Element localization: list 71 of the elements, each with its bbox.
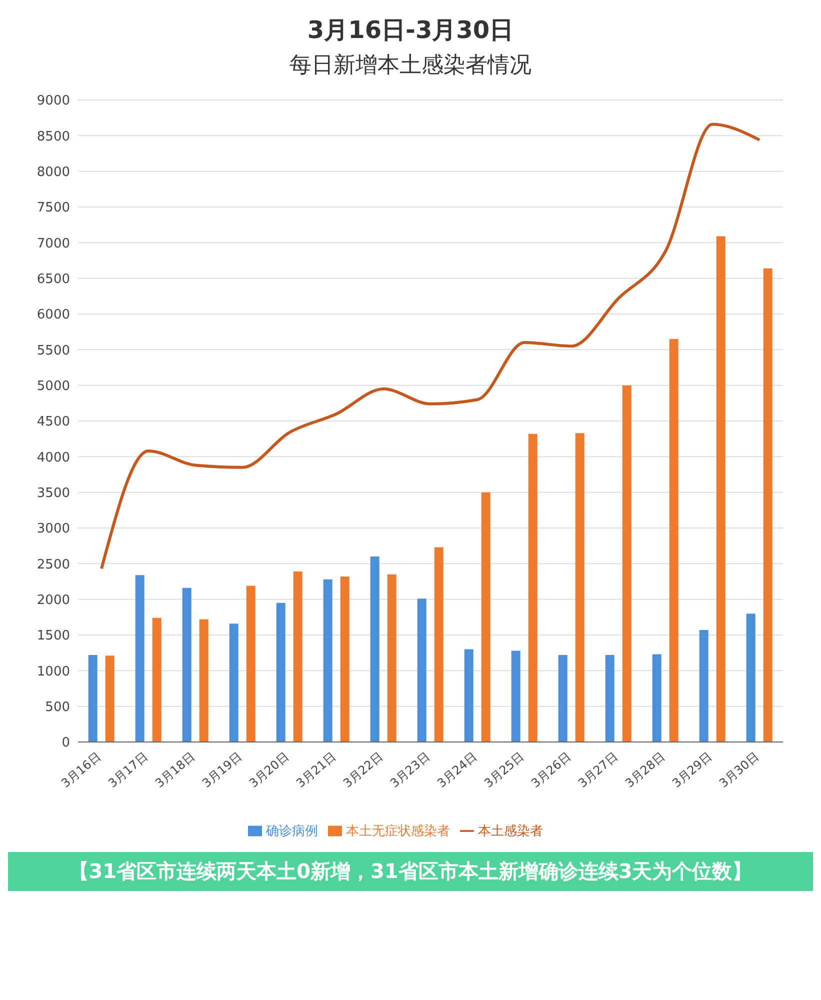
x-tick-label: 3月16日 [58,750,104,790]
y-tick-label: 1000 [36,664,70,680]
y-tick-label: 8000 [36,164,70,180]
x-tick-label: 3月26日 [528,750,574,790]
bar [105,656,114,742]
x-tick-label: 3月17日 [105,750,150,790]
y-tick-label: 3500 [36,486,70,501]
legend-label: 本土感染者 [478,824,543,839]
bar [417,598,426,742]
bar [276,602,286,742]
legend-label: 本土无症状感染者 [346,824,450,839]
bar [340,576,350,742]
x-tick-label: 3月18日 [152,750,198,790]
bar [528,434,538,742]
y-tick-label: 4500 [36,414,70,430]
bar [152,618,162,742]
bar [622,385,632,742]
y-tick-label: 9000 [36,94,70,109]
y-tick-label: 5500 [36,343,70,358]
bar [434,547,444,742]
bar [699,630,708,742]
y-tick-label: 8500 [36,129,70,144]
y-tick-label: 5000 [36,378,70,394]
bar [511,650,520,742]
bar [229,624,238,742]
y-tick-label: 4000 [36,450,70,466]
x-tick-label: 3月25日 [481,750,526,790]
bar [746,614,756,742]
chart-subtitle: 每日新增本土感染者情况 [288,52,532,80]
chart-title: 3月16日-3月30日 [306,15,515,46]
bar [199,619,208,742]
x-tick-label: 3月21日 [293,750,338,790]
bar [182,588,192,742]
bar [481,492,490,742]
bar [370,556,380,742]
x-tick-label: 3月28日 [622,750,668,790]
y-tick-label: 6000 [36,308,70,323]
bar [669,338,678,742]
bar [763,268,772,742]
x-tick-label: 3月20日 [246,750,292,790]
y-tick-label: 3000 [36,522,70,537]
bar [387,574,396,742]
bar [293,572,302,742]
bar [88,654,98,742]
bar [575,433,584,742]
y-tick-label: 0 [62,736,70,751]
bar [464,649,474,742]
bar [135,575,144,742]
x-tick-label: 3月19日 [199,750,244,790]
y-tick-label: 6500 [36,272,70,287]
y-tick-label: 500 [45,700,70,715]
x-tick-label: 3月24日 [434,750,480,790]
y-tick-label: 7500 [36,200,70,216]
x-tick-label: 3月22日 [340,750,386,790]
line-series [100,122,761,570]
y-tick-label: 2500 [36,557,70,572]
bar [716,236,726,742]
bar [652,654,662,742]
y-tick-label: 1500 [36,628,70,644]
x-tick-label: 3月30日 [716,750,762,790]
bar [323,579,332,742]
legend-label: 确诊病例 [266,824,318,839]
x-tick-label: 3月29日 [669,750,714,790]
bar [246,586,256,742]
text: 【31省区市连续两天本土0新增，31省区市本土新增确诊连续3天为个位数】 [8,852,813,891]
y-tick-label: 2000 [36,592,70,608]
bar [558,654,568,742]
x-tick-label: 3月23日 [387,750,432,790]
bar [605,654,614,742]
x-tick-label: 3月27日 [575,750,620,790]
y-tick-label: 7000 [36,236,70,252]
